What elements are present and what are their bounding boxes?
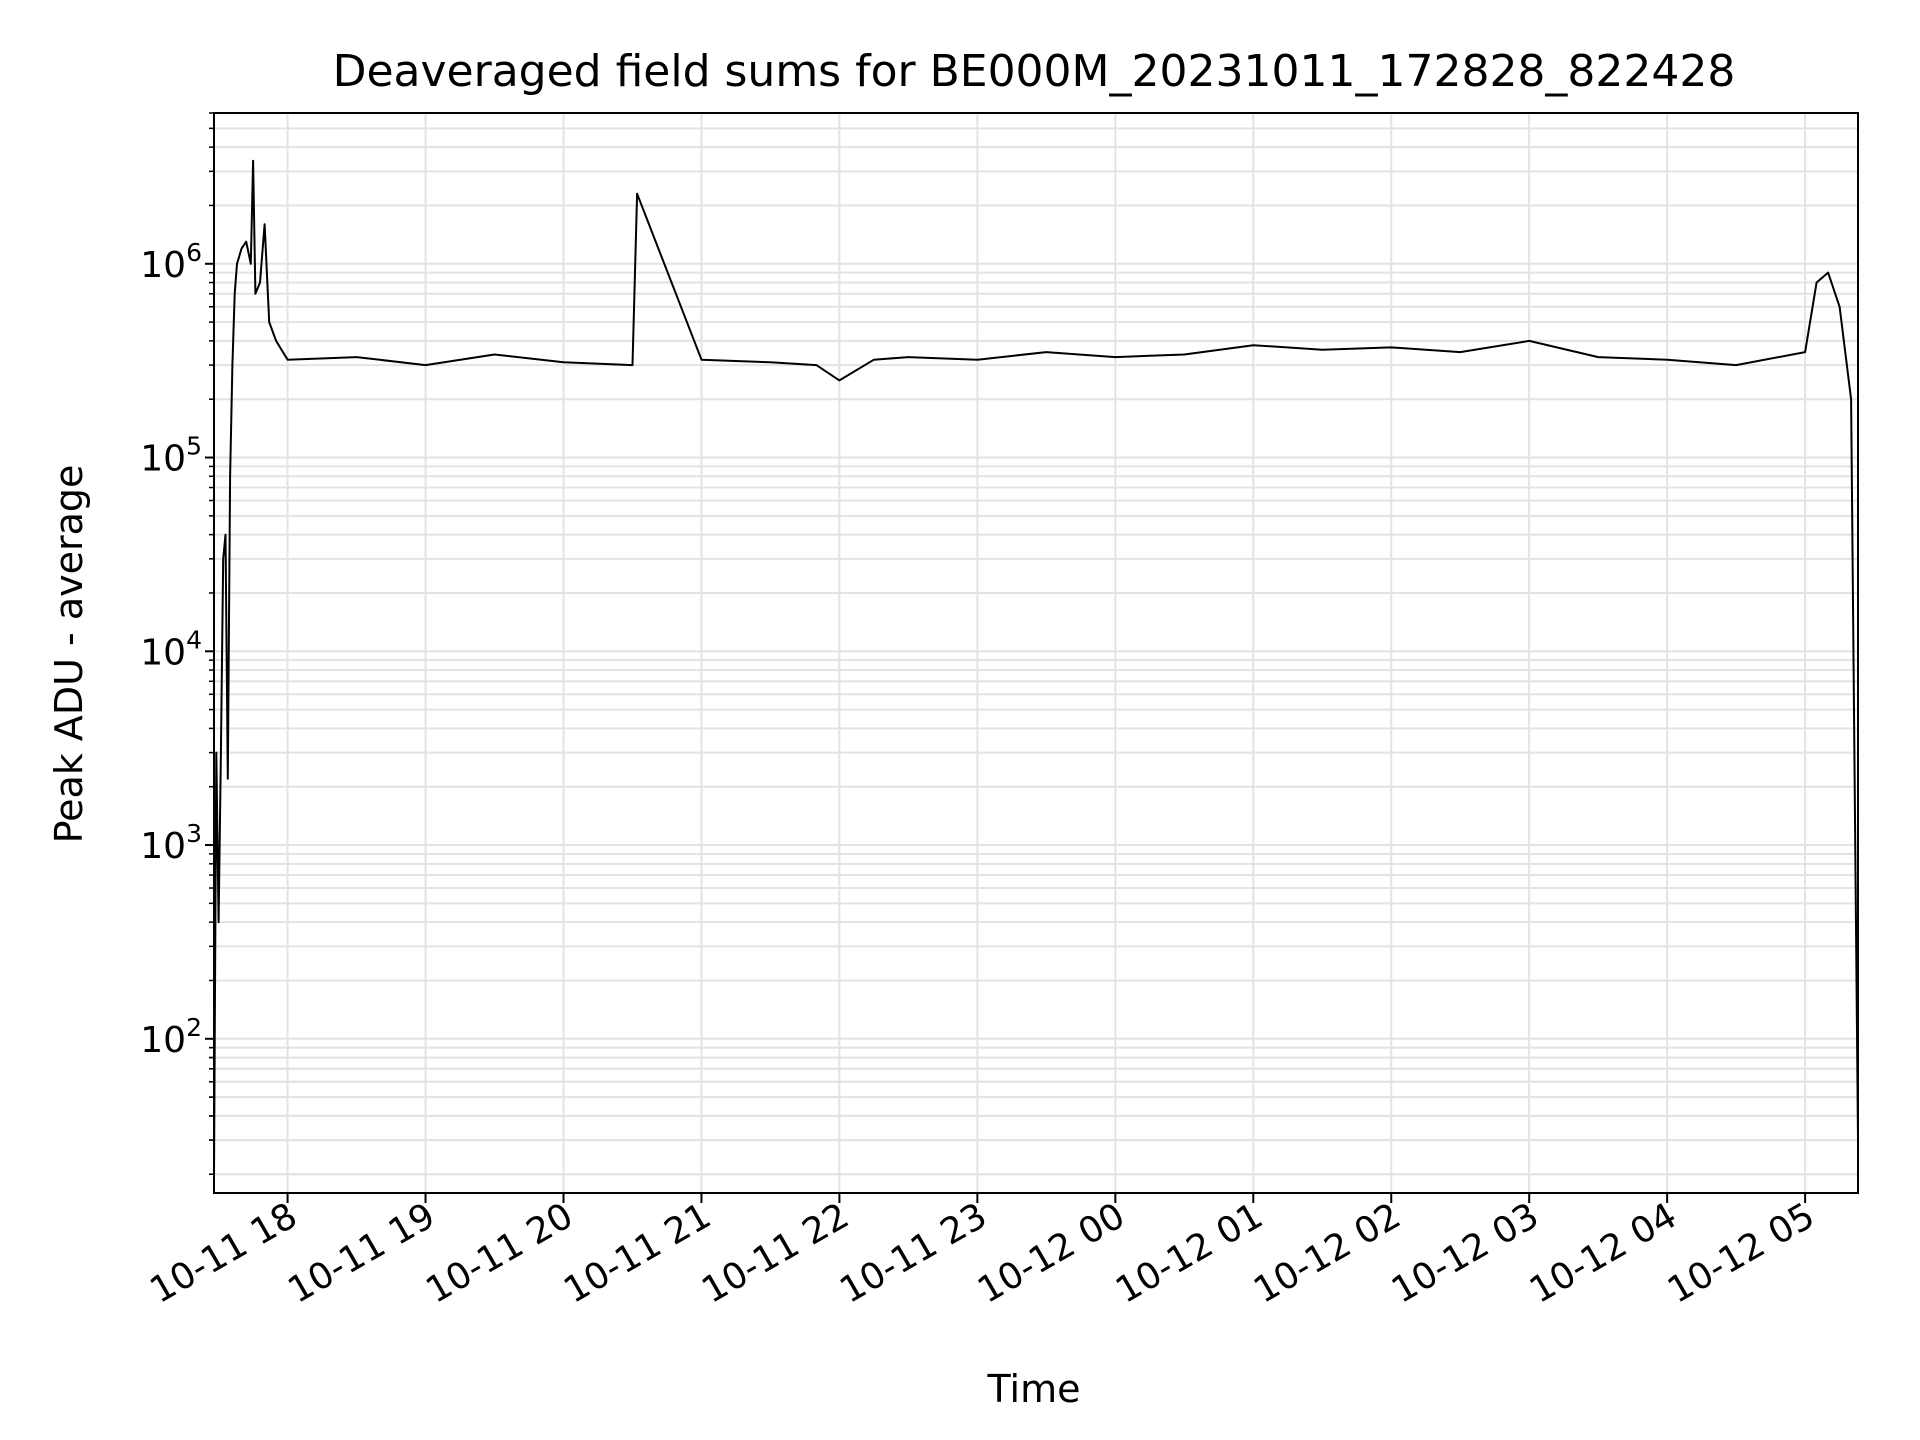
grid-layer [214, 112, 1858, 1193]
data-point [222, 558, 224, 560]
data-point [562, 361, 565, 364]
y-tick-label-exponent: 2 [186, 1013, 202, 1042]
y-tick-label: 106 [140, 238, 202, 286]
data-point [220, 751, 222, 754]
data-point [1528, 340, 1530, 342]
data-point [976, 358, 979, 361]
data-point [1321, 348, 1324, 351]
data-point [259, 281, 261, 284]
data-point [700, 358, 703, 361]
data-point [838, 379, 841, 382]
data-point [1827, 271, 1829, 274]
data-point [1597, 356, 1599, 358]
data-point [424, 364, 427, 366]
data-point [873, 358, 875, 361]
data-point [286, 358, 289, 361]
data-point [1114, 356, 1117, 358]
data-point [217, 921, 220, 923]
y-tick-label-exponent: 4 [186, 625, 202, 654]
data-point [233, 292, 236, 295]
data-point [631, 364, 634, 366]
data-point [231, 364, 234, 366]
y-tick-label-base: 10 [140, 826, 186, 867]
data-point [1838, 305, 1841, 308]
y-tick-label: 102 [140, 1013, 202, 1061]
y-tick-label: 105 [140, 432, 202, 480]
data-point [1815, 281, 1818, 284]
y-tick-label-base: 10 [140, 1020, 186, 1061]
y-tick-label: 104 [140, 625, 202, 673]
data-point [1183, 353, 1186, 356]
data-point [1045, 351, 1048, 353]
data-point [263, 223, 266, 226]
data-point [226, 777, 229, 780]
data-point [1804, 351, 1806, 353]
data-point [229, 475, 231, 478]
data-point [636, 192, 638, 195]
y-axis-label: Peak ADU - average [47, 465, 91, 844]
data-point [249, 262, 252, 265]
data-point [1252, 344, 1255, 346]
data-point [215, 751, 218, 754]
data-point [236, 262, 238, 265]
data-point [769, 361, 772, 364]
data-point [1459, 351, 1462, 353]
y-tick-label-base: 10 [140, 632, 186, 673]
y-tick-label-exponent: 5 [186, 432, 202, 461]
data-point [254, 292, 257, 295]
data-point [275, 340, 277, 342]
data-point [268, 321, 270, 323]
data-point [1390, 346, 1393, 349]
chart-title: Deaveraged field sums for BE000M_2023101… [333, 46, 1736, 97]
data-point [240, 247, 243, 250]
data-point [1850, 398, 1852, 401]
plot-frame [213, 112, 1859, 1194]
y-tick-label: 103 [140, 819, 202, 867]
data-point [907, 356, 910, 358]
y-tick-label-exponent: 6 [186, 238, 202, 267]
data-point [815, 364, 818, 366]
y-tick-label-base: 10 [140, 245, 186, 286]
data-point [355, 356, 358, 358]
data-point [1735, 364, 1737, 366]
data-point [493, 353, 496, 356]
y-tick-label-base: 10 [140, 439, 186, 480]
y-tick-label-exponent: 3 [186, 819, 202, 848]
data-point [245, 240, 247, 243]
x-axis-label: Time [987, 1367, 1081, 1411]
data-point [224, 533, 227, 536]
data-point [1666, 358, 1668, 361]
data-point [252, 159, 254, 162]
